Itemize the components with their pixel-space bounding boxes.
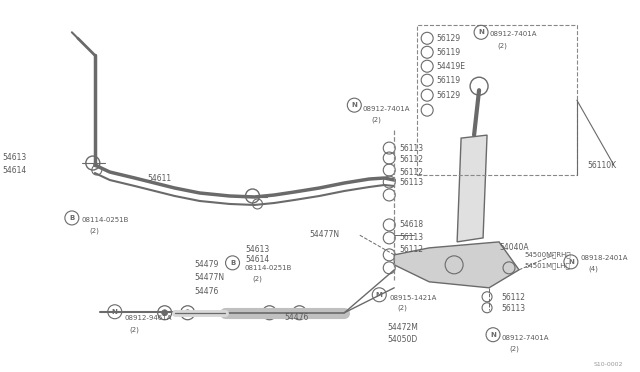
- Text: N: N: [351, 102, 357, 108]
- Text: 54614: 54614: [246, 255, 270, 264]
- Circle shape: [296, 310, 303, 316]
- Text: 54611: 54611: [148, 173, 172, 183]
- Text: (2): (2): [90, 228, 100, 234]
- Text: 54501M〈LH〉: 54501M〈LH〉: [524, 263, 570, 269]
- Text: 08918-2401A: 08918-2401A: [581, 255, 628, 261]
- Circle shape: [162, 310, 168, 316]
- Text: (2): (2): [130, 327, 140, 333]
- Text: 56112: 56112: [399, 154, 423, 164]
- Text: 54477N: 54477N: [309, 230, 340, 240]
- Text: 54614: 54614: [2, 166, 26, 174]
- Text: 08114-0251B: 08114-0251B: [82, 217, 129, 223]
- Text: 56129: 56129: [436, 91, 460, 100]
- Text: (4): (4): [589, 266, 599, 272]
- Text: N: N: [478, 29, 484, 35]
- Text: (2): (2): [371, 117, 381, 124]
- Text: (2): (2): [253, 276, 262, 282]
- Text: 54040A: 54040A: [499, 243, 529, 252]
- Text: (2): (2): [509, 346, 519, 352]
- Text: 54476: 54476: [195, 287, 219, 296]
- Text: (2): (2): [497, 42, 507, 48]
- Text: 54618: 54618: [399, 221, 423, 230]
- Text: 08912-7401A: 08912-7401A: [489, 31, 536, 37]
- Text: 56112: 56112: [501, 293, 525, 302]
- Text: 56112: 56112: [399, 167, 423, 177]
- Text: 08912-7401A: 08912-7401A: [501, 335, 548, 341]
- Text: 54613: 54613: [246, 246, 270, 254]
- Text: 08915-1421A: 08915-1421A: [389, 295, 436, 301]
- Text: 56112: 56112: [399, 246, 423, 254]
- Text: B: B: [69, 215, 74, 221]
- Text: 56119: 56119: [436, 76, 460, 85]
- Text: (2): (2): [397, 305, 407, 311]
- Circle shape: [185, 310, 191, 316]
- Text: 56113: 56113: [399, 144, 423, 153]
- Polygon shape: [457, 135, 487, 242]
- Text: 54613: 54613: [2, 153, 26, 161]
- Text: 54500M〈RH〉: 54500M〈RH〉: [524, 251, 571, 258]
- Text: 54476: 54476: [284, 313, 309, 322]
- Text: 56113: 56113: [501, 304, 525, 313]
- Text: 08912-9461A: 08912-9461A: [125, 315, 172, 321]
- Text: 56119: 56119: [436, 48, 460, 57]
- Text: 54477N: 54477N: [195, 273, 225, 282]
- Bar: [417, 25, 577, 175]
- Text: B: B: [230, 260, 235, 266]
- Text: 54472M: 54472M: [387, 323, 418, 332]
- Text: N: N: [568, 259, 574, 265]
- Text: 54419E: 54419E: [436, 62, 465, 71]
- Text: M: M: [376, 292, 383, 298]
- Text: 56113: 56113: [399, 177, 423, 186]
- Text: 56129: 56129: [436, 34, 460, 43]
- Text: N: N: [112, 309, 118, 315]
- Polygon shape: [394, 242, 519, 288]
- Text: 56113: 56113: [399, 233, 423, 243]
- Circle shape: [266, 310, 273, 316]
- Text: N: N: [490, 332, 496, 338]
- Text: 54479: 54479: [195, 260, 219, 269]
- Text: 08912-7401A: 08912-7401A: [362, 106, 410, 112]
- Text: 08114-0251B: 08114-0251B: [244, 265, 292, 271]
- Text: 56110K: 56110K: [587, 161, 616, 170]
- Text: 54050D: 54050D: [387, 335, 417, 344]
- Text: S10-0002: S10-0002: [594, 362, 623, 367]
